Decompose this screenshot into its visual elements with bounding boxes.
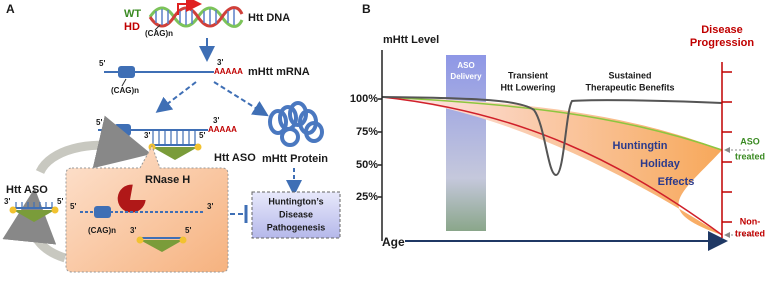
hd-label: HD bbox=[124, 21, 140, 33]
five-prime: 5' bbox=[96, 118, 102, 127]
cleaved-mrna bbox=[80, 206, 205, 252]
aso-three-prime: 3' bbox=[144, 131, 150, 140]
level-label: 25% bbox=[356, 191, 378, 203]
treated-curve bbox=[381, 96, 723, 151]
aso-label: Htt ASO bbox=[214, 152, 256, 164]
poly-a: AAAAA bbox=[214, 67, 243, 76]
rnase-icon bbox=[117, 184, 146, 213]
aso-five-prime: 5' bbox=[57, 197, 63, 206]
panel-label: A bbox=[6, 2, 15, 16]
three-prime: 3' bbox=[213, 116, 219, 125]
holiday-label: Holiday bbox=[640, 158, 681, 170]
aso-three-prime: 3' bbox=[130, 226, 136, 235]
protein-label: mHtt Protein bbox=[262, 153, 328, 165]
holiday-label: Effects bbox=[658, 176, 695, 188]
progression-label: Progression bbox=[690, 37, 754, 49]
three-prime: 3' bbox=[217, 58, 223, 67]
y-axis-title: mHtt Level bbox=[383, 34, 439, 46]
wt-label: WT bbox=[124, 8, 141, 20]
rnase-label: RNase H bbox=[145, 174, 190, 186]
aso-delivery-label: Delivery bbox=[450, 72, 482, 81]
outcome-line: Huntington’s bbox=[268, 196, 323, 206]
aso-five-prime: 5' bbox=[185, 226, 191, 235]
level-label: 50% bbox=[356, 159, 378, 171]
repeat-label: (CAG)n bbox=[145, 29, 173, 38]
untreated-label: Non- bbox=[740, 216, 761, 226]
treated-label: treated bbox=[735, 151, 765, 161]
aso-five-prime: 5' bbox=[199, 131, 205, 140]
arrow bbox=[155, 81, 197, 113]
five-prime: 5' bbox=[70, 202, 76, 211]
repeat-label: (CAG)n bbox=[111, 86, 139, 95]
transient-label: Htt Lowering bbox=[501, 82, 556, 92]
mrna-label: mHtt mRNA bbox=[248, 66, 310, 78]
aso-three-prime: 3' bbox=[4, 197, 10, 206]
aso-delivery-label: ASO bbox=[457, 61, 474, 70]
free-aso bbox=[9, 202, 59, 222]
free-aso-label: Htt ASO bbox=[6, 184, 48, 196]
poly-a: AAAAA bbox=[208, 125, 237, 134]
dna-helix bbox=[148, 0, 244, 31]
sustained-label: Therapeutic Benefits bbox=[585, 82, 674, 92]
progression-ticks bbox=[722, 71, 732, 223]
aso-delivery-bar bbox=[446, 55, 486, 231]
repeat-label: (CAG)n bbox=[88, 226, 116, 235]
protein-icon bbox=[268, 101, 324, 147]
rnase-callout bbox=[65, 144, 229, 273]
level-label: 75% bbox=[356, 126, 378, 138]
transient-curve bbox=[381, 96, 723, 177]
panel-label: B bbox=[362, 2, 371, 16]
dna-label: Htt DNA bbox=[248, 12, 290, 24]
mrna bbox=[104, 66, 214, 87]
outcome-line: Disease bbox=[279, 209, 313, 219]
sustained-label: Sustained bbox=[608, 70, 651, 80]
progression-label: Disease bbox=[701, 24, 743, 36]
y-ticks bbox=[378, 98, 382, 198]
x-axis-title: Age bbox=[382, 235, 405, 249]
untreated-label: treated bbox=[735, 228, 765, 238]
cycle-arrow bbox=[35, 115, 152, 175]
arrow bbox=[213, 81, 269, 117]
outcome-box bbox=[251, 191, 341, 239]
transient-label: Transient bbox=[508, 70, 548, 80]
five-prime: 5' bbox=[99, 59, 105, 68]
holiday-label: Huntingtin bbox=[613, 140, 668, 152]
three-prime: 3' bbox=[207, 202, 213, 211]
cycle-arrow bbox=[2, 188, 67, 263]
untreated-curve bbox=[381, 96, 723, 236]
holiday-region bbox=[382, 97, 722, 235]
level-label: 100% bbox=[350, 93, 378, 105]
treated-label: ASO bbox=[740, 136, 760, 146]
outcome-line: Pathogenesis bbox=[267, 222, 326, 232]
